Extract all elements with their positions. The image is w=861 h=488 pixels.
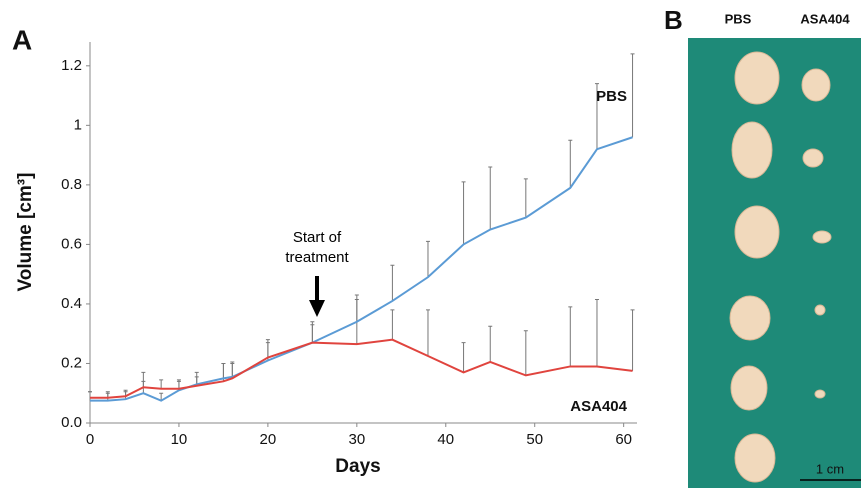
error-bar — [488, 166, 493, 230]
error-bar — [141, 371, 146, 388]
error-bar — [461, 181, 466, 245]
error-bar — [630, 309, 635, 371]
error-bar — [461, 342, 466, 373]
y-tick-label: 0.8 — [61, 176, 82, 193]
error-bar — [310, 324, 315, 343]
error-bar — [594, 83, 599, 150]
tumor — [801, 68, 831, 102]
x-tick-label: 60 — [615, 431, 632, 448]
error-bar — [176, 379, 181, 389]
x-tick-label: 20 — [260, 431, 277, 448]
y-axis-label: Volume [cm³] — [15, 173, 36, 292]
x-axis-label: Days — [335, 456, 380, 477]
x-tick-label: 0 — [86, 431, 94, 448]
tumors — [729, 51, 832, 483]
column-label: ASA404 — [800, 11, 850, 26]
tumor — [814, 389, 826, 399]
error-bar — [425, 309, 430, 357]
error-bar — [568, 306, 573, 367]
y-tick-label: 0.6 — [61, 235, 82, 252]
y-tick-label: 0.2 — [61, 354, 82, 371]
error-bar — [265, 342, 270, 358]
tumor — [812, 230, 832, 244]
error-bar — [488, 325, 493, 362]
tumor — [814, 304, 826, 316]
error-bar — [159, 392, 164, 401]
tumor — [734, 205, 780, 259]
tumor — [734, 51, 780, 105]
error-bar — [568, 139, 573, 188]
error-bar — [425, 240, 430, 278]
x-tick-label: 50 — [526, 431, 543, 448]
error-bar — [594, 298, 599, 367]
photo-background — [688, 38, 861, 488]
series-line — [90, 136, 633, 402]
tumor — [802, 148, 824, 168]
arrow-head — [309, 300, 325, 317]
x-tick-label: 10 — [171, 431, 188, 448]
annotation-box: Start of treatment — [285, 229, 349, 266]
tumor — [734, 433, 776, 483]
tumor — [731, 121, 773, 179]
tumor — [730, 365, 768, 411]
panel-label: A — [12, 24, 32, 55]
y-tick-label: 1.2 — [61, 57, 82, 74]
y-tick-label: 1 — [74, 116, 82, 133]
series-label: PBS — [596, 88, 627, 105]
y-tick-label: 0.4 — [61, 295, 82, 312]
series-label: ASA404 — [570, 398, 627, 415]
error-bar — [390, 309, 395, 340]
error-bar — [523, 178, 528, 218]
error-bar — [390, 264, 395, 301]
error-bar — [523, 330, 528, 376]
annotation: Start of treatment — [285, 229, 349, 266]
error-bar — [630, 53, 635, 138]
error-bar — [159, 379, 164, 389]
x-tick-label: 40 — [437, 431, 454, 448]
panel-label: B — [664, 5, 683, 35]
x-tick-label: 30 — [348, 431, 365, 448]
scale-label: 1 cm — [816, 461, 844, 476]
series-line — [90, 338, 633, 399]
tumor — [729, 295, 771, 341]
y-tick-label: 0.0 — [61, 414, 82, 431]
column-label: PBS — [725, 11, 752, 26]
